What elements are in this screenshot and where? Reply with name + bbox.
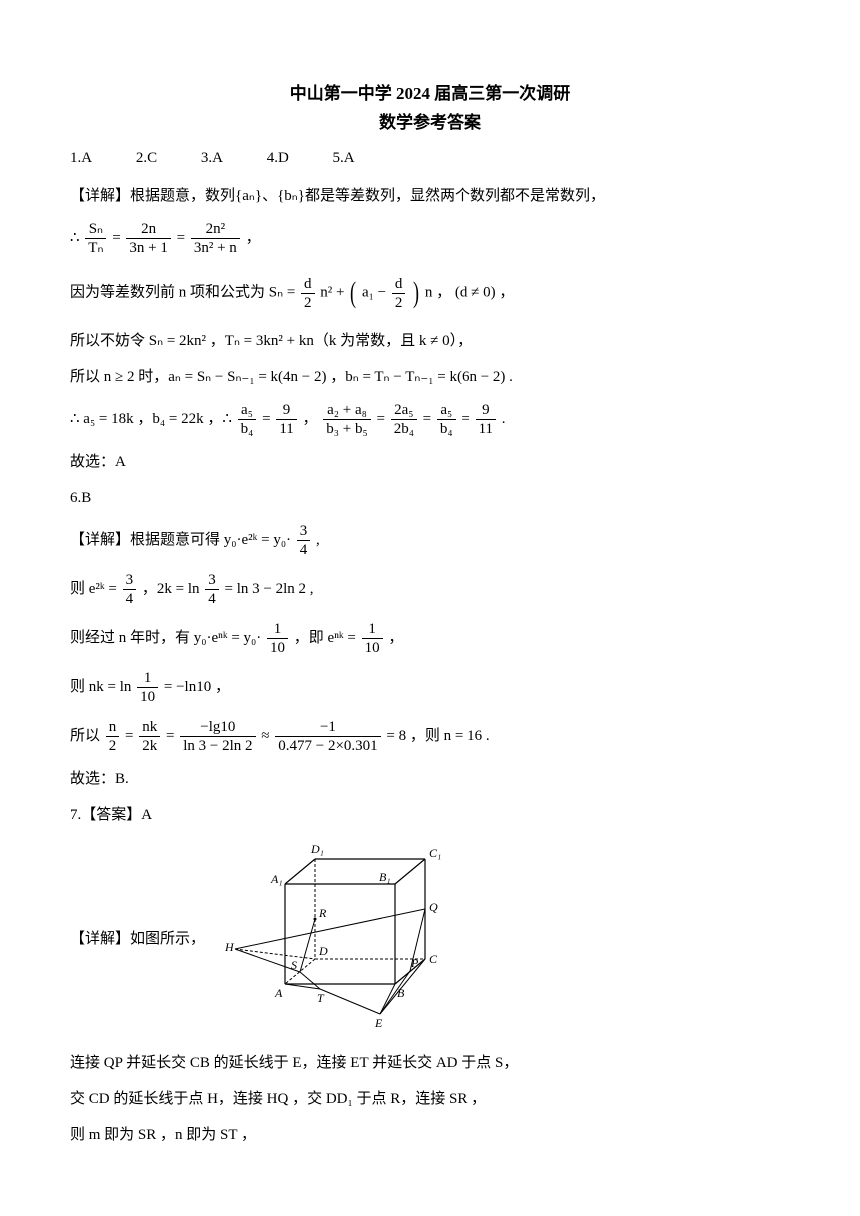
svg-text:E: E xyxy=(374,1016,383,1030)
q7-diagram-row: 【详解】如图所示， xyxy=(70,839,790,1039)
svg-text:B: B xyxy=(397,986,405,1000)
svg-text:C₁: C₁ xyxy=(429,846,441,860)
answer-3: 3.A xyxy=(201,150,223,166)
answer-2: 2.C xyxy=(136,150,157,166)
q6-line2: 则 e²ᵏ = 34 ，2k = ln 34 = ln 3 − 2ln 2 , xyxy=(70,571,790,608)
q5-formula: 因为等差数列前 n 项和公式为 Sₙ = d2 n² + ( a₁ − d2 )… xyxy=(70,269,790,317)
q5-ratio: ∴ SₙTₙ = 2n3n + 1 = 2n²3n² + n ， xyxy=(70,220,790,257)
q5-let: 所以不妨令 Sₙ = 2kn² ，Tₙ = 3kn² + kn（k 为常数，且 … xyxy=(70,329,790,353)
svg-text:C: C xyxy=(429,952,438,966)
answer-4: 4.D xyxy=(267,150,289,166)
q7-line1: 连接 QP 并延长交 CB 的延长线于 E，连接 ET 并延长交 AD 于点 S… xyxy=(70,1051,790,1075)
cube-diagram: D₁ C₁ A₁ B₁ Q R D C P A B E H S T xyxy=(225,839,465,1039)
q5-nge2: 所以 n ≥ 2 时，aₙ = Sₙ − Sₙ₋₁ = k(4n − 2) ，b… xyxy=(70,365,790,389)
answer-1: 1.A xyxy=(70,150,92,166)
q6-choose: 故选：B. xyxy=(70,767,790,791)
q7-line2: 交 CD 的延长线于点 H，连接 HQ ，交 DD₁ 于点 R，连接 SR ， xyxy=(70,1087,790,1111)
q7-intro: 【详解】如图所示， xyxy=(70,927,205,951)
q6-line5: 所以 n2 = nk2k = −lg10ln 3 − 2ln 2 ≈ −10.4… xyxy=(70,718,790,755)
q7-line3: 则 m 即为 SR ，n 即为 ST ， xyxy=(70,1123,790,1147)
q6-intro: 【详解】根据题意可得 y₀·e²ᵏ = y₀· 34 , xyxy=(70,522,790,559)
q5-result: ∴ a₅ = 18k ，b₄ = 22k ，∴ a₅b₄ = 911 ， a₂ … xyxy=(70,401,790,438)
page-title: 中山第一中学 2024 届高三第一次调研 xyxy=(70,80,790,107)
svg-text:Q: Q xyxy=(429,900,438,914)
svg-text:H: H xyxy=(225,940,235,954)
svg-text:D₁: D₁ xyxy=(310,842,324,856)
q7-num: 7.【答案】A xyxy=(70,803,790,827)
q6-num: 6.B xyxy=(70,486,790,510)
svg-text:D: D xyxy=(318,944,328,958)
svg-text:P: P xyxy=(410,956,419,970)
answer-5: 5.A xyxy=(333,150,355,166)
q5-choose: 故选：A xyxy=(70,450,790,474)
q6-line4: 则 nk = ln 110 = −ln10 ， xyxy=(70,669,790,706)
svg-text:S: S xyxy=(291,958,297,972)
q5-intro: 【详解】根据题意，数列{aₙ}、{bₙ}都是等差数列，显然两个数列都不是常数列， xyxy=(70,184,790,208)
svg-text:R: R xyxy=(318,906,327,920)
svg-text:A₁: A₁ xyxy=(270,872,283,886)
svg-text:T: T xyxy=(317,991,325,1005)
page-subtitle: 数学参考答案 xyxy=(70,109,790,136)
q6-line3: 则经过 n 年时，有 y₀·eⁿᵏ = y₀· 110 ，即 eⁿᵏ = 110… xyxy=(70,620,790,657)
answers-row: 1.A 2.C 3.A 4.D 5.A xyxy=(70,146,790,170)
svg-text:A: A xyxy=(274,986,283,1000)
svg-text:B₁: B₁ xyxy=(379,870,391,884)
